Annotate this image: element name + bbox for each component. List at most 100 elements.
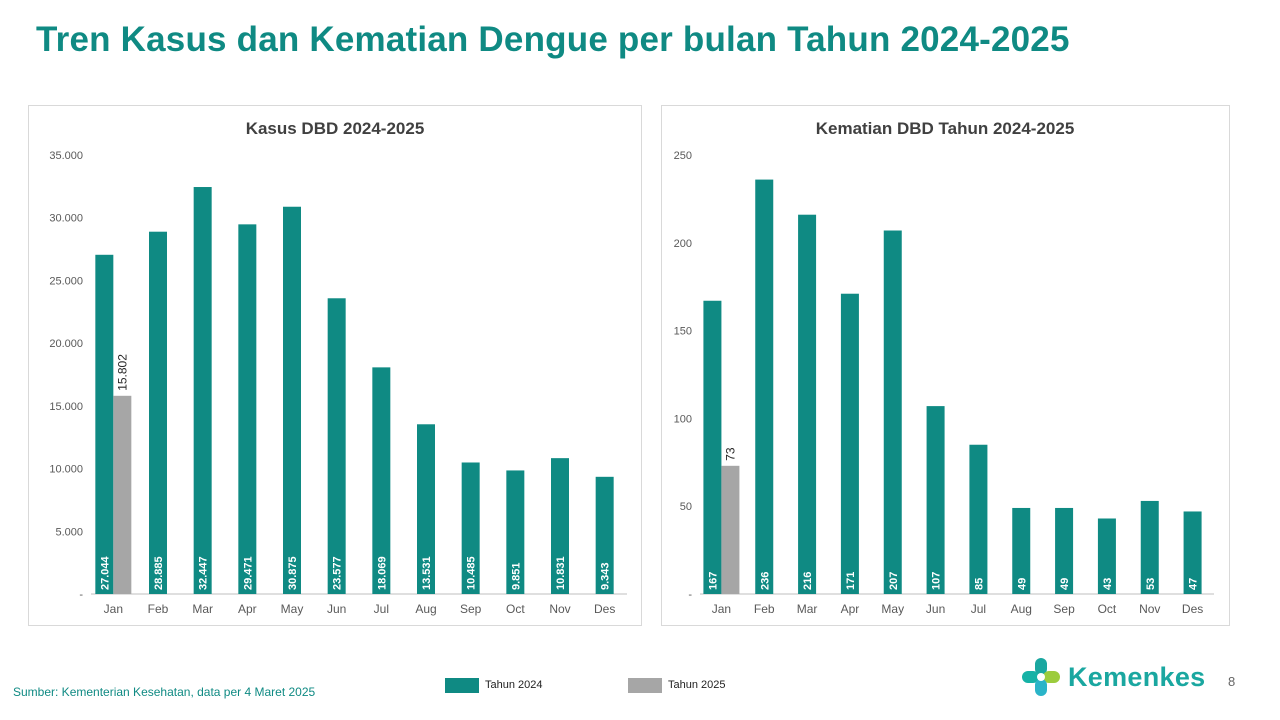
legend-swatch-2025 (628, 677, 662, 693)
bar-label-2024: 18.069 (376, 556, 388, 590)
x-tick-label: Des (1182, 602, 1203, 616)
bar-label-2024: 27.044 (99, 555, 111, 590)
x-tick-label: Apr (841, 602, 860, 616)
bar-label-2025: 73 (723, 447, 737, 461)
deaths-chart: Kematian DBD Tahun 2024-2025 - 50 100 150 200… (674, 119, 1214, 616)
y-tick-label: - (79, 589, 83, 601)
bar-label-2024: 236 (759, 572, 771, 590)
chart-title: Kasus DBD 2024-2025 (246, 119, 425, 138)
bar-label-2024: 85 (973, 578, 985, 590)
x-tick-label: Jun (327, 602, 346, 616)
y-tick-label: 25.000 (49, 275, 83, 287)
bar-2024-oct (506, 470, 525, 594)
bar-2025-jan (721, 465, 740, 594)
chart-panel-deaths: Kematian DBD Tahun 2024-2025 - 50 100 150 200… (661, 105, 1230, 626)
bar-2024-mar (798, 214, 817, 594)
bar-label-2024: 47 (1188, 578, 1200, 590)
bar-2024-jan (703, 300, 722, 594)
bar-2024-oct (1097, 518, 1116, 594)
legend-label-2024: Tahun 2024 (485, 679, 543, 691)
y-tick-label: 20.000 (49, 338, 83, 350)
x-tick-label: Oct (1098, 602, 1117, 616)
bar-2024-nov (1140, 500, 1159, 594)
x-tick-label: Aug (415, 602, 436, 616)
x-tick-label: Mar (797, 602, 818, 616)
x-tick-label: Nov (1139, 602, 1160, 616)
y-tick-label: 100 (674, 413, 692, 425)
legend-swatch-2024 (445, 677, 479, 693)
bar-2024-may (283, 206, 301, 594)
x-tick-label: Feb (754, 602, 775, 616)
bar-2024-apr (238, 224, 257, 594)
x-tick-label: Jan (712, 602, 731, 616)
x-tick-label: Jul (374, 602, 389, 616)
bar-2024-apr (840, 293, 859, 594)
bar-label-2024: 167 (707, 572, 719, 590)
logo-text: Kemenkes (1068, 661, 1206, 692)
y-tick-label: 10.000 (49, 464, 83, 476)
bar-label-2024: 9.851 (510, 562, 522, 590)
page-number: 8 (1228, 674, 1236, 689)
x-tick-label: Feb (148, 602, 169, 616)
bar-2024-sep (1055, 507, 1074, 594)
y-tick-label: 150 (674, 326, 692, 338)
y-tick-label: 30.000 (49, 213, 83, 225)
bar-label-2024: 10.831 (555, 556, 567, 590)
cases-chart: Kasus DBD 2024-2025 - 5.000 10.000 15.000 20.… (49, 119, 627, 616)
bar-label-2024: 9.343 (600, 562, 612, 590)
x-tick-label: Jan (104, 602, 123, 616)
x-tick-label: Mar (192, 602, 213, 616)
x-tick-label: May (281, 602, 304, 616)
bar-label-2024: 23.577 (332, 556, 344, 590)
bar-label-2024: 10.485 (466, 556, 478, 590)
chart-title: Kematian DBD Tahun 2024-2025 (816, 119, 1075, 138)
bar-2024-aug (1012, 507, 1031, 594)
bar-2024-jul (969, 444, 988, 594)
bar-2024-sep (461, 462, 480, 594)
bar-2024-feb (149, 231, 167, 594)
y-tick-label: 35.000 (49, 150, 83, 162)
bar-label-2024: 13.531 (421, 556, 433, 590)
bar-label-2024: 207 (888, 572, 900, 590)
bar-2024-des (595, 476, 614, 594)
y-tick-label: 5.000 (55, 526, 83, 538)
bar-label-2024: 29.471 (242, 556, 254, 590)
bar-label-2025: 15.802 (115, 354, 129, 391)
bar-2024-feb (755, 179, 774, 595)
y-tick-label: - (688, 589, 692, 601)
x-tick-label: Sep (460, 602, 482, 616)
y-tick-label: 200 (674, 238, 692, 250)
kemenkes-logo-icon (1022, 658, 1060, 696)
bar-label-2024: 49 (1016, 578, 1028, 590)
bar-2024-may (883, 230, 902, 594)
bar-label-2024: 43 (1102, 578, 1114, 590)
bar-label-2024: 32.447 (198, 556, 210, 590)
bar-2025-jan (113, 395, 132, 594)
bar-2024-jul (372, 367, 391, 594)
page-title: Tren Kasus dan Kematian Dengue per bulan… (36, 20, 1070, 59)
bar-label-2024: 107 (931, 572, 943, 590)
bar-2024-jun (926, 406, 945, 594)
legend-item-2025: Tahun 2025 (628, 677, 726, 693)
bar-label-2024: 30.875 (287, 556, 299, 590)
x-tick-label: Jun (926, 602, 945, 616)
bar-2024-mar (193, 187, 212, 594)
bar-2024-des (1183, 511, 1202, 594)
x-tick-label: Aug (1011, 602, 1032, 616)
bar-label-2024: 53 (1145, 578, 1157, 590)
x-tick-label: Apr (238, 602, 257, 616)
legend-label-2025: Tahun 2025 (668, 679, 726, 691)
bar-label-2024: 49 (1059, 578, 1071, 590)
bar-2024-aug (417, 424, 435, 594)
kemenkes-logo: Kemenkes (1020, 656, 1205, 698)
x-tick-label: Oct (506, 602, 525, 616)
bar-2024-nov (551, 458, 569, 594)
y-tick-label: 50 (680, 501, 692, 513)
x-tick-label: Des (594, 602, 615, 616)
bar-2024-jun (327, 298, 346, 594)
x-tick-label: May (881, 602, 904, 616)
bar-label-2024: 171 (845, 572, 857, 590)
bar-2024-jan (95, 254, 114, 595)
x-tick-label: Sep (1053, 602, 1075, 616)
x-tick-label: Jul (971, 602, 986, 616)
